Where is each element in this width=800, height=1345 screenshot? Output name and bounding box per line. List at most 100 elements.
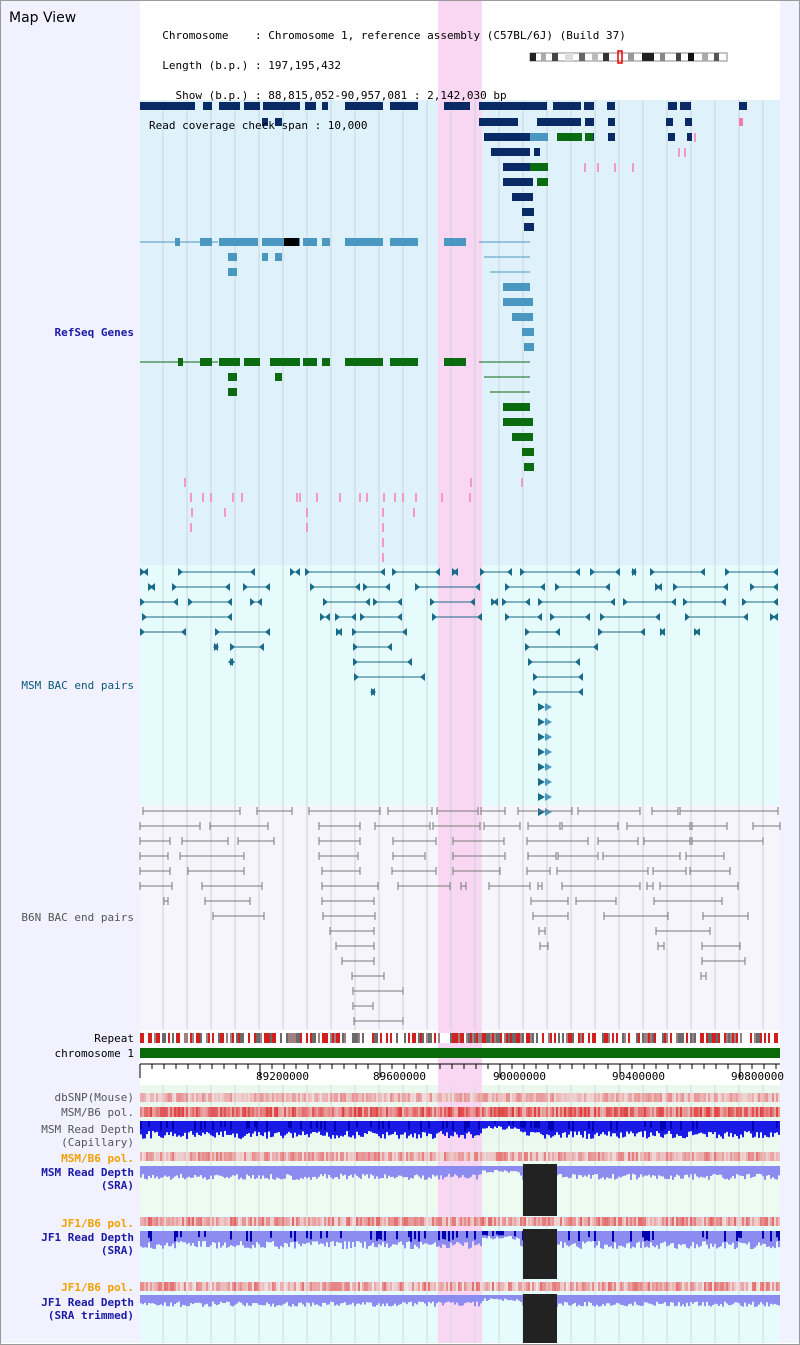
polymorphism-cell [448, 1093, 450, 1102]
polymorphism-cell [470, 1282, 472, 1291]
read-depth-bar [420, 1121, 422, 1132]
polymorphism-cell [248, 1107, 250, 1117]
read-depth-bar [610, 1231, 612, 1247]
read-depth-bar [476, 1121, 478, 1136]
repeat-element [462, 1033, 464, 1043]
read-depth-bar [258, 1295, 260, 1305]
read-depth-bar [456, 1121, 458, 1135]
bac-end [354, 673, 359, 681]
read-depth-bar [520, 1295, 522, 1302]
polymorphism-cell [584, 1107, 586, 1117]
polymorphism-cell [192, 1093, 194, 1102]
repeat-element [386, 1033, 388, 1043]
read-depth-bar [446, 1121, 448, 1128]
read-depth-bar [442, 1295, 444, 1306]
polymorphism-cell [362, 1107, 364, 1117]
polymorphism-cell [260, 1152, 262, 1161]
polymorphism-cell [522, 1217, 524, 1226]
repeat-element [632, 1033, 634, 1043]
polymorphism-cell [500, 1217, 502, 1226]
polymorphism-cell [422, 1093, 424, 1102]
read-depth-bar [574, 1121, 576, 1132]
read-depth-bar [338, 1121, 340, 1138]
polymorphism-cell [310, 1282, 312, 1291]
polymorphism-cell [566, 1093, 568, 1102]
polymorphism-cell [280, 1093, 282, 1102]
gene-exon [275, 253, 282, 261]
polymorphism-cell [766, 1093, 768, 1102]
polymorphism-cell [586, 1152, 588, 1161]
read-depth-bar [660, 1166, 662, 1177]
read-depth-bar [768, 1295, 770, 1307]
read-depth-bar [662, 1231, 664, 1243]
repeat-element [658, 1033, 660, 1043]
polymorphism-cell [176, 1282, 178, 1291]
read-depth-bar [340, 1295, 342, 1304]
polymorphism-cell [610, 1282, 612, 1291]
repeat-element [622, 1033, 624, 1043]
read-depth-bar [728, 1166, 730, 1180]
polymorphism-cell [286, 1217, 288, 1226]
read-depth-bar [398, 1166, 400, 1176]
read-depth-bar [166, 1121, 168, 1128]
polymorphism-cell [390, 1217, 392, 1226]
read-depth-bar [474, 1166, 476, 1175]
polymorphism-cell [604, 1217, 606, 1226]
polymorphism-cell [608, 1107, 610, 1117]
track-label-msm-b6-pol-sra: MSM/B6 pol. [61, 1152, 134, 1165]
polymorphism-cell [616, 1282, 618, 1291]
read-depth-bar [208, 1121, 210, 1134]
read-depth-bar [272, 1295, 274, 1304]
polymorphism-cell [394, 1282, 396, 1291]
read-depth-bar [636, 1166, 638, 1180]
read-depth-bar [226, 1121, 228, 1135]
track-label-b6n-bac[interactable]: B6N BAC end pairs [21, 911, 134, 924]
read-depth-bar [612, 1231, 614, 1242]
polymorphism-cell [708, 1282, 710, 1291]
read-depth-bar [474, 1231, 476, 1240]
polymorphism-cell [536, 1093, 538, 1102]
read-depth-bar [638, 1166, 640, 1178]
track-label-msm-bac[interactable]: MSM BAC end pairs [21, 679, 134, 692]
read-depth-bar [282, 1231, 284, 1248]
read-depth-bar [596, 1231, 598, 1246]
read-depth-bar [648, 1295, 650, 1304]
ideogram-band [642, 53, 654, 61]
read-depth-bar [508, 1166, 510, 1173]
read-depth-bar [722, 1166, 724, 1178]
polymorphism-cell [748, 1107, 750, 1117]
polymorphism-cell [658, 1093, 660, 1102]
repeat-element [548, 1033, 550, 1043]
repeat-element [384, 1033, 386, 1043]
track-label-refseq[interactable]: RefSeq Genes [54, 326, 134, 339]
read-depth-bar [422, 1121, 424, 1133]
repeat-element [438, 1033, 440, 1043]
polymorphism-cell [764, 1282, 766, 1291]
read-depth-bar [644, 1295, 646, 1303]
polymorphism-cell [576, 1217, 578, 1226]
polymorphism-cell [700, 1152, 702, 1161]
polymorphism-cell [616, 1152, 618, 1161]
gene-exon [228, 388, 237, 396]
read-depth-bar [302, 1231, 304, 1244]
polymorphism-cell [266, 1107, 268, 1117]
polymorphism-cell [378, 1217, 380, 1226]
polymorphism-cell [494, 1107, 496, 1117]
polymorphism-cell [468, 1152, 470, 1161]
read-depth-bar [708, 1166, 710, 1180]
polymorphism-cell [776, 1217, 778, 1226]
read-depth-bar [492, 1295, 494, 1299]
read-depth-bar [572, 1121, 574, 1131]
polymorphism-cell [546, 1093, 548, 1102]
read-depth-bar [266, 1295, 268, 1303]
polymorphism-cell [564, 1282, 566, 1291]
read-depth-bar [592, 1121, 594, 1132]
read-depth-bar [438, 1295, 440, 1302]
bac-end [265, 583, 270, 591]
polymorphism-cell [696, 1217, 698, 1226]
polymorphism-cell [762, 1107, 764, 1117]
polymorphism-cell [738, 1152, 740, 1161]
read-depth-bar [396, 1295, 398, 1307]
polymorphism-cell [464, 1152, 466, 1161]
